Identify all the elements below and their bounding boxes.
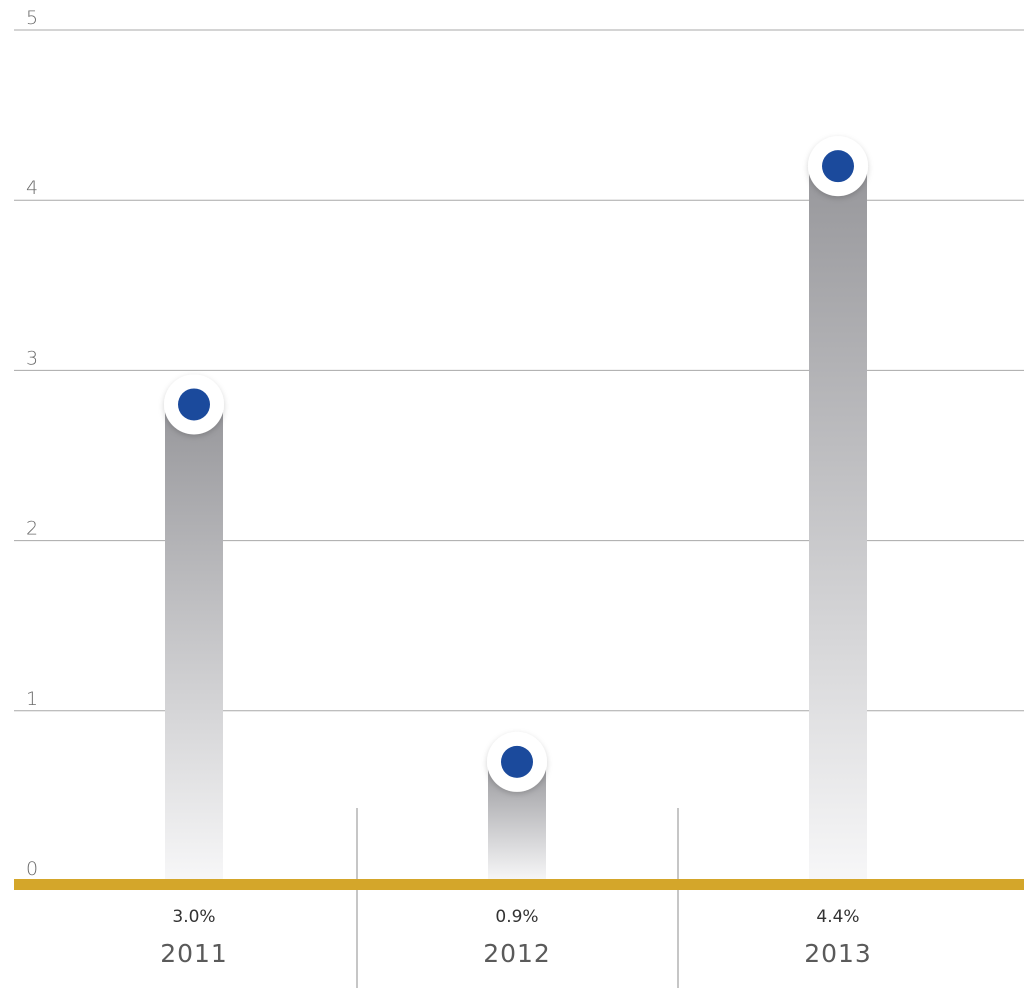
y-tick-label: 2 — [26, 518, 38, 540]
category-label-2012: 2012 — [483, 939, 551, 968]
marker-2013 — [808, 136, 868, 197]
marker-2011 — [164, 374, 224, 435]
y-tick-label: 3 — [26, 347, 38, 369]
markers — [164, 136, 868, 792]
y-tick-label: 1 — [26, 688, 38, 710]
labels: 0 1 2 3 4 5 3.0% 2011 0.9% 2012 4.4% 2013 — [26, 7, 872, 968]
value-label-2012: 0.9% — [495, 907, 538, 927]
bar-2011 — [165, 404, 223, 881]
marker-2012 — [487, 731, 547, 792]
value-label-2011: 3.0% — [172, 907, 215, 927]
y-tick-label: 5 — [26, 7, 38, 29]
value-label-2013: 4.4% — [816, 907, 859, 927]
y-tick-label: 4 — [26, 177, 38, 199]
category-label-2011: 2011 — [160, 939, 228, 968]
category-label-2013: 2013 — [804, 939, 872, 968]
category-dividers — [356, 808, 679, 988]
bar-2013 — [809, 166, 867, 881]
y-tick-label: 0 — [26, 858, 38, 880]
baseline-axis — [14, 879, 1024, 890]
